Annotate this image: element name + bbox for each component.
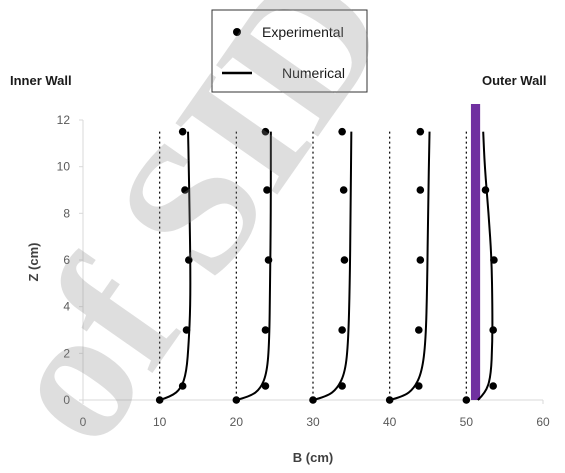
y-tick-label: 2 [63, 346, 70, 360]
x-tick-label: 40 [383, 415, 397, 429]
experimental-point [481, 186, 490, 194]
x-tick-label: 50 [460, 415, 474, 429]
experimental-point [339, 186, 348, 194]
y-axis-title: Z (cm) [26, 243, 41, 282]
legend-marker-experimental [233, 28, 241, 36]
experimental-point [309, 396, 317, 404]
wall-band-layer [470, 104, 481, 400]
x-axis-title: B (cm) [293, 450, 333, 465]
experimental-point [340, 256, 349, 264]
experimental-point [416, 127, 425, 136]
legend-label-experimental: Experimental [262, 24, 344, 40]
numerical-profile-line [312, 131, 353, 401]
outer-wall-band [470, 104, 481, 400]
experimental-point [261, 127, 270, 136]
experimental-point [338, 326, 346, 334]
experimental-point [416, 256, 425, 264]
experimental-point [415, 326, 423, 334]
experimental-point [155, 396, 164, 404]
y-tick-label: 12 [57, 113, 71, 127]
x-tick-label: 10 [153, 415, 167, 429]
y-tick-label: 8 [63, 206, 70, 220]
y-tick-label: 6 [63, 253, 70, 267]
experimental-point [490, 256, 498, 264]
experimental-point [385, 396, 394, 404]
experimental-point [261, 382, 270, 390]
x-tick-label: 30 [306, 415, 320, 429]
experimental-point [181, 186, 189, 194]
experimental-point [415, 382, 423, 390]
experimental-point [416, 186, 425, 194]
inner-wall-label: Inner Wall [10, 73, 72, 88]
x-tick-label: 20 [230, 415, 244, 429]
experimental-point [182, 326, 191, 334]
experimental-point [462, 396, 471, 404]
experimental-point [232, 396, 241, 404]
experimental-point [178, 382, 187, 390]
experimental-point [263, 186, 271, 194]
experimental-point [261, 326, 270, 334]
numerical-profile-line [236, 131, 272, 401]
experimental-marker-layer [155, 127, 498, 404]
experimental-point [185, 256, 193, 264]
experimental-point [264, 256, 273, 264]
experimental-point [178, 127, 187, 136]
x-tick-label: 60 [536, 415, 550, 429]
x-tick-label: 0 [80, 415, 87, 429]
experimental-point [338, 127, 346, 136]
numerical-profile-line [159, 131, 192, 401]
experimental-point [338, 382, 346, 390]
legend: Experimental Numerical [211, 9, 368, 93]
experimental-point [489, 382, 497, 390]
y-tick-label: 10 [57, 160, 71, 174]
tick-layer: 0 10 20 30 40 50 60 0 2 4 6 8 10 12 [57, 113, 550, 429]
experimental-point [489, 326, 497, 334]
numerical-profile-line [389, 131, 431, 401]
legend-label-numerical: Numerical [282, 65, 345, 81]
legend-box [211, 9, 368, 93]
outer-wall-label: Outer Wall [482, 73, 547, 88]
y-tick-label: 4 [63, 300, 70, 314]
y-tick-label: 0 [63, 393, 70, 407]
